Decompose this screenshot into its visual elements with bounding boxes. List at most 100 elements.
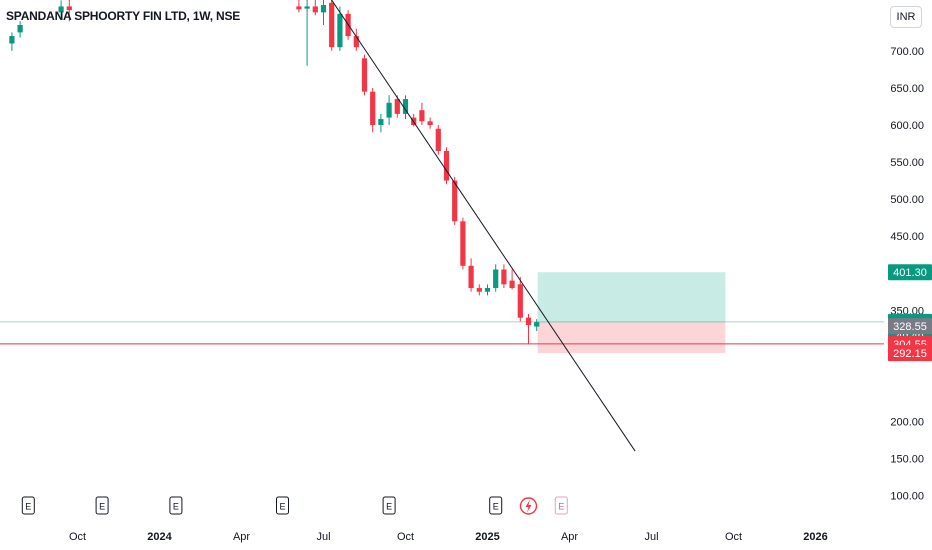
earnings-label: E xyxy=(279,502,285,512)
candle xyxy=(394,95,400,118)
earnings-marker[interactable]: E xyxy=(21,496,35,515)
y-tick-label: 100.00 xyxy=(890,491,924,503)
candles xyxy=(9,0,540,344)
candle-body xyxy=(337,13,343,48)
candle-body xyxy=(329,2,335,48)
candle-body xyxy=(419,110,425,122)
candle-body xyxy=(394,99,400,114)
candle xyxy=(337,6,343,51)
position-zones xyxy=(537,272,726,354)
candle xyxy=(419,102,425,125)
x-tick-label: 2024 xyxy=(147,531,172,543)
candle xyxy=(312,0,318,16)
candle xyxy=(296,0,302,13)
candle xyxy=(427,117,433,129)
candle-body xyxy=(460,221,466,266)
earnings-marker[interactable]: E xyxy=(382,496,396,515)
candle xyxy=(468,258,474,292)
earnings-icon xyxy=(489,496,503,515)
x-tick-label: Oct xyxy=(69,531,86,543)
candle-body xyxy=(353,36,359,48)
x-axis-ticks: Oct 2024 Apr Jul Oct 2025 Apr Jul Oct 2026 xyxy=(69,531,828,543)
earnings-marker[interactable]: E xyxy=(489,496,503,515)
candle xyxy=(353,28,359,51)
candle-body xyxy=(386,102,392,118)
y-tick-label: 550.00 xyxy=(890,157,924,169)
horizontal-lines xyxy=(0,321,884,345)
candle xyxy=(435,125,441,155)
candle-body xyxy=(525,317,532,326)
candle xyxy=(66,0,72,22)
candle-body xyxy=(484,288,491,292)
candle xyxy=(534,319,540,331)
y-tick-label: 200.00 xyxy=(890,416,924,428)
candle-body xyxy=(443,150,450,181)
candle xyxy=(9,32,15,51)
target-zone[interactable] xyxy=(537,272,726,322)
price-label-value: 328.55 xyxy=(893,321,927,333)
candle xyxy=(329,0,335,51)
candle-body xyxy=(296,6,302,10)
candle-body xyxy=(517,284,523,318)
candle xyxy=(370,87,376,133)
currency-button[interactable]: INR xyxy=(890,6,922,28)
candle xyxy=(304,0,310,66)
stop-zone[interactable] xyxy=(537,321,726,354)
candle xyxy=(476,284,482,296)
candle-body xyxy=(501,269,507,285)
price-label: 292.15 xyxy=(888,345,932,362)
candle xyxy=(509,269,515,290)
x-tick-label: Oct xyxy=(725,531,742,543)
lightning-icon xyxy=(525,499,532,513)
dividend-marker[interactable] xyxy=(519,497,538,515)
candle-body xyxy=(476,288,482,292)
candle-body xyxy=(468,265,474,289)
y-tick-label: 150.00 xyxy=(890,453,924,465)
candle-body xyxy=(452,180,458,222)
candle-body xyxy=(17,24,23,33)
candle-body xyxy=(427,121,433,125)
candle-body xyxy=(320,4,327,13)
candle-body xyxy=(534,322,540,327)
earnings-marker[interactable]: E xyxy=(554,496,568,515)
candle-body xyxy=(370,91,376,125)
earnings-icon xyxy=(21,496,35,515)
candle-body xyxy=(66,6,72,11)
earnings-marker[interactable]: E xyxy=(276,496,289,515)
x-tick-label: Jul xyxy=(316,531,330,543)
y-tick-label: 500.00 xyxy=(890,194,924,206)
earnings-label: E xyxy=(493,502,499,512)
y-axis-ticks: 700.00650.00600.00550.00500.00450.00350.… xyxy=(890,46,924,503)
x-tick-label: Jul xyxy=(644,531,658,543)
price-label-bg xyxy=(888,345,932,362)
earnings-icon xyxy=(95,496,109,515)
earnings-icon xyxy=(382,496,396,515)
earnings-marker[interactable]: E xyxy=(95,496,109,515)
y-tick-label: 600.00 xyxy=(890,120,924,132)
trendline-layer[interactable] xyxy=(324,0,636,452)
candle-body xyxy=(361,58,368,92)
earnings-label: E xyxy=(173,502,179,512)
candle xyxy=(484,284,491,296)
candle-body xyxy=(9,36,15,44)
candle xyxy=(378,113,384,133)
candle-body xyxy=(312,6,318,13)
trendline[interactable] xyxy=(324,0,636,452)
price-label-bg xyxy=(888,318,932,335)
earnings-label: E xyxy=(386,502,392,512)
candle xyxy=(386,95,392,125)
y-tick-label: 450.00 xyxy=(890,231,924,243)
candle xyxy=(443,147,450,185)
candle xyxy=(320,0,327,25)
price-label-value: 401.30 xyxy=(893,267,927,279)
price-label-value: 292.15 xyxy=(893,348,927,360)
candle xyxy=(525,313,532,344)
earnings-icon xyxy=(554,496,568,515)
y-tick-label: 700.00 xyxy=(890,46,924,58)
candle-body xyxy=(435,128,441,151)
candle xyxy=(17,21,23,38)
earnings-marker[interactable]: E xyxy=(169,496,183,515)
